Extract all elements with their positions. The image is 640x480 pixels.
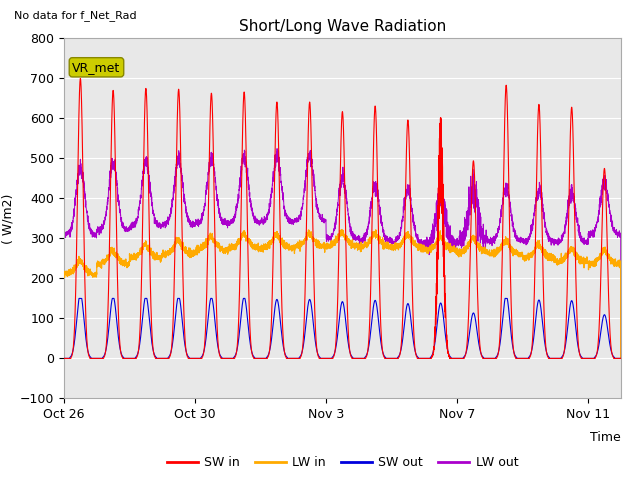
SW in bbox=[77, 75, 84, 81]
LW in bbox=[458, 247, 466, 253]
LW in bbox=[403, 234, 410, 240]
SW in bbox=[176, 123, 184, 129]
SW in bbox=[617, 356, 625, 361]
LW out bbox=[111, 164, 118, 170]
SW out bbox=[403, 307, 410, 312]
SW out bbox=[76, 296, 83, 301]
SW out bbox=[60, 356, 68, 361]
SW in bbox=[458, 356, 466, 361]
SW in bbox=[60, 356, 68, 361]
LW in bbox=[617, 356, 625, 361]
SW out bbox=[111, 300, 118, 306]
LW in bbox=[176, 242, 184, 248]
SW out bbox=[176, 299, 184, 304]
Text: VR_met: VR_met bbox=[72, 61, 120, 74]
SW out bbox=[396, 350, 404, 356]
SW in bbox=[149, 344, 157, 349]
LW in bbox=[338, 227, 346, 232]
SW in bbox=[111, 134, 118, 140]
LW in bbox=[111, 251, 118, 256]
LW in bbox=[149, 255, 157, 261]
LW in bbox=[396, 242, 404, 248]
LW out bbox=[458, 235, 466, 240]
LW out bbox=[149, 208, 157, 214]
Title: Short/Long Wave Radiation: Short/Long Wave Radiation bbox=[239, 20, 446, 35]
SW in bbox=[396, 350, 404, 356]
LW out bbox=[60, 233, 68, 239]
Line: SW in: SW in bbox=[64, 78, 621, 359]
SW out bbox=[149, 346, 157, 352]
SW in bbox=[403, 160, 410, 166]
Line: LW out: LW out bbox=[64, 149, 621, 359]
Y-axis label: ( W/m2): ( W/m2) bbox=[1, 193, 14, 243]
LW out bbox=[176, 165, 184, 170]
LW out bbox=[403, 191, 410, 197]
Text: No data for f_Net_Rad: No data for f_Net_Rad bbox=[14, 10, 136, 21]
LW out bbox=[396, 232, 404, 238]
Text: Time: Time bbox=[590, 431, 621, 444]
Line: SW out: SW out bbox=[64, 299, 621, 359]
SW out bbox=[617, 356, 625, 361]
Legend: SW in, LW in, SW out, LW out: SW in, LW in, SW out, LW out bbox=[161, 452, 524, 474]
LW in bbox=[60, 271, 68, 276]
Line: LW in: LW in bbox=[64, 229, 621, 359]
SW out bbox=[458, 356, 466, 361]
LW out bbox=[617, 356, 625, 361]
LW out bbox=[273, 146, 281, 152]
